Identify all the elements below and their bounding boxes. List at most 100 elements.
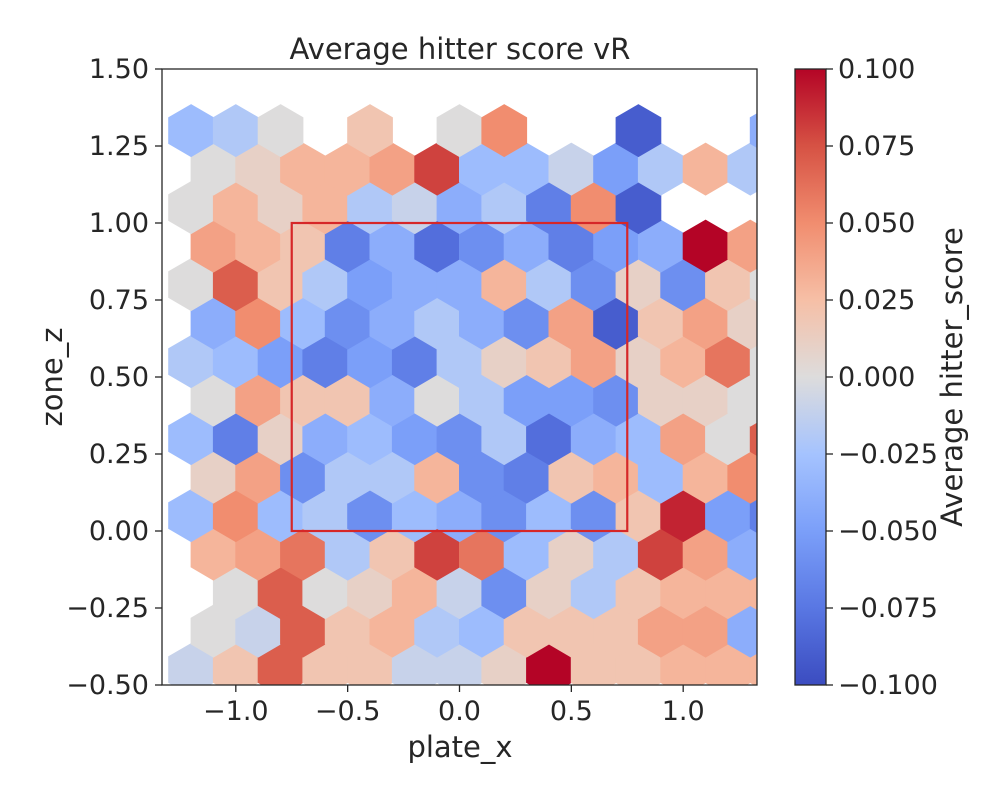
hex-cell [369, 450, 416, 504]
hex-cell [749, 113, 757, 148]
hex-cell [705, 335, 751, 389]
hex-cell [481, 181, 528, 235]
hex-cell [548, 450, 595, 504]
hex-cell [369, 296, 416, 350]
x-tick-label: −1.0 [203, 696, 269, 727]
hex-cell [391, 335, 438, 389]
hex-cell [637, 450, 684, 504]
hex-cell [705, 566, 751, 620]
colorbar-tick-label: 0.100 [838, 54, 915, 85]
hex-cell [257, 181, 304, 235]
hex-cell [593, 527, 639, 581]
hex-cell [212, 643, 259, 685]
hex-cell [749, 652, 757, 685]
hex-cell [436, 412, 483, 466]
hex-cell [570, 181, 617, 235]
hex-cell [660, 412, 707, 466]
x-tick-label: −0.5 [315, 696, 381, 727]
hex-cell [302, 335, 349, 389]
hex-cell [190, 373, 237, 427]
y-tick-label: 1.50 [89, 54, 149, 85]
hex-cell [235, 219, 282, 273]
hex-cell [414, 450, 460, 504]
y-axis-label: zone_z [35, 328, 69, 427]
hex-cell [503, 527, 550, 581]
y-tick-label: 0.25 [89, 439, 149, 470]
hex-cell [347, 566, 393, 620]
hex-cell [660, 643, 707, 685]
hex-cell [190, 450, 237, 504]
colorbar-tick-label: 0.000 [838, 362, 915, 393]
hex-cell [660, 489, 707, 543]
hex-cell [526, 181, 572, 235]
hex-cell [682, 219, 729, 273]
hex-cell [436, 643, 483, 685]
hex-cell [302, 489, 349, 543]
hex-cell [526, 335, 572, 389]
hex-cell [481, 412, 528, 466]
strike-zone [290, 221, 629, 533]
hex-cell [212, 181, 259, 235]
hex-cell [503, 219, 550, 273]
hex-cell [526, 412, 572, 466]
hex-cell [727, 219, 757, 273]
hex-cell [749, 267, 757, 302]
hex-cell [302, 258, 349, 312]
hex-cell [481, 566, 528, 620]
hex-cell [637, 527, 684, 581]
hex-cell [705, 489, 751, 543]
hex-cell [459, 142, 505, 196]
hex-cell [637, 142, 684, 196]
hex-cell [593, 604, 639, 658]
hex-cell [414, 527, 460, 581]
hex-cell [414, 219, 460, 273]
x-axis: −1.0 −0.5 0.0 0.5 1.0 [203, 685, 705, 727]
hex-cell [436, 335, 483, 389]
hex-cell [570, 412, 617, 466]
hexbin-cells [168, 104, 757, 685]
hex-cell [190, 142, 237, 196]
y-tick-label: 1.25 [89, 131, 149, 162]
hex-cell [682, 450, 729, 504]
hex-cell [391, 643, 438, 685]
hex-cell [481, 335, 528, 389]
hex-cell [548, 373, 595, 427]
hex-cell [503, 142, 550, 196]
hex-cell [369, 604, 416, 658]
hex-cell [481, 258, 528, 312]
hex-cell [615, 104, 662, 158]
hex-cell [526, 258, 572, 312]
chart-title: Average hitter score vR [290, 32, 631, 66]
hex-cell [280, 604, 326, 658]
hex-cell [168, 412, 214, 466]
hex-cell [503, 604, 550, 658]
hex-cell [436, 104, 483, 158]
hex-cell [682, 373, 729, 427]
hex-cell [526, 489, 572, 543]
hex-cell [660, 258, 707, 312]
hex-cell [235, 142, 282, 196]
hex-cell [235, 450, 282, 504]
hex-cell [615, 643, 662, 685]
hex-cell [459, 450, 505, 504]
hex-cell [257, 643, 304, 685]
hex-cell [459, 373, 505, 427]
hex-cell [727, 604, 757, 658]
hex-cell [302, 412, 349, 466]
hex-cell [190, 296, 237, 350]
hex-cell [570, 566, 617, 620]
hex-cell [593, 142, 639, 196]
hex-cell [459, 604, 505, 658]
hex-cell [727, 527, 757, 581]
hex-cell [391, 258, 438, 312]
hex-cell [570, 258, 617, 312]
colorbar-tick-label: 0.075 [838, 131, 915, 162]
y-tick-label: 0.00 [89, 516, 149, 547]
hex-cell [347, 181, 393, 235]
hex-cell [391, 566, 438, 620]
y-tick-label: 1.00 [89, 208, 149, 239]
hex-cell [414, 604, 460, 658]
x-tick-label: 1.0 [662, 696, 705, 727]
hex-cell [660, 335, 707, 389]
